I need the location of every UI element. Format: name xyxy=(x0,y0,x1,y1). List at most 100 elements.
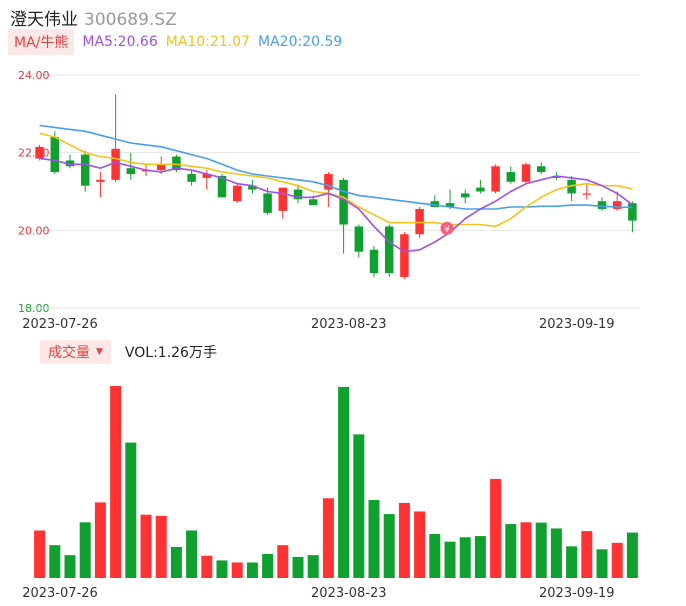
ma10-label: MA10:21.07 xyxy=(165,34,251,50)
candle-body xyxy=(491,166,500,192)
candle-body xyxy=(582,193,592,195)
ma10-line xyxy=(39,132,633,228)
volume-bar xyxy=(368,500,380,578)
stock-code: 300689.SZ xyxy=(84,10,177,30)
candle-body xyxy=(50,137,60,173)
candle-body xyxy=(415,208,424,235)
candle-body xyxy=(476,187,485,192)
candle-body xyxy=(445,203,455,208)
candle-body xyxy=(111,148,120,180)
volume-bar xyxy=(596,549,608,578)
candle-body xyxy=(324,174,333,190)
volume-bar xyxy=(79,522,91,578)
volume-bar xyxy=(201,555,213,578)
candle-body xyxy=(612,201,622,209)
ma5-line xyxy=(39,157,633,253)
volume-bar xyxy=(383,514,395,578)
candle-body xyxy=(339,179,348,225)
candle-body xyxy=(521,164,531,182)
volume-bar xyxy=(398,502,410,578)
volume-bar xyxy=(307,555,319,578)
volume-bar xyxy=(338,386,350,578)
volume-bar xyxy=(64,555,76,578)
candle-body xyxy=(248,185,257,190)
ma20-label: MA20:20.59 xyxy=(258,34,343,50)
volume-legend: 成交量 ▼ VOL:1.26万手 xyxy=(40,340,217,364)
volume-bar xyxy=(505,524,517,578)
volume-bar xyxy=(611,542,623,578)
price-tick-label: 20.00 xyxy=(18,224,50,237)
candle-body xyxy=(35,146,44,159)
volume-indicator-dropdown[interactable]: 成交量 ▼ xyxy=(40,340,111,364)
volume-bar xyxy=(490,478,502,578)
volume-bar xyxy=(94,502,106,578)
candle-body xyxy=(96,179,105,182)
candle-body xyxy=(552,175,561,178)
candle-body xyxy=(536,166,546,173)
candle-body xyxy=(232,185,242,202)
volume-bar xyxy=(429,534,441,578)
price-tick-label: 22.00 xyxy=(18,147,50,160)
volume-bar xyxy=(262,553,274,578)
candle-body xyxy=(278,187,288,211)
signal-marker-glyph: ¥ xyxy=(444,225,450,235)
candle-body xyxy=(597,201,607,209)
ma20-line xyxy=(39,124,633,210)
candle-body xyxy=(202,174,212,178)
caret-down-icon: ▼ xyxy=(96,347,103,357)
ma5-label: MA5:20.66 xyxy=(82,34,158,50)
candle-body xyxy=(430,201,440,208)
candle-body xyxy=(65,160,75,167)
stock-title: 澄天伟业 300689.SZ xyxy=(10,5,177,30)
candle-body xyxy=(156,164,166,171)
volume-indicator-label: 成交量 xyxy=(48,345,90,361)
volume-bar xyxy=(277,545,289,578)
volume-bar xyxy=(216,560,228,578)
volume-date-label: 2023-09-19 xyxy=(539,586,615,601)
candle-body xyxy=(293,189,303,200)
candle-body xyxy=(567,179,576,194)
price-date-label: 2023-07-26 xyxy=(22,317,98,332)
candle-body xyxy=(308,199,318,206)
volume-bar xyxy=(581,531,593,578)
volume-bar xyxy=(231,562,243,578)
candle-body xyxy=(354,226,364,252)
volume-bar xyxy=(353,434,365,578)
ma-bull-bear-button[interactable]: MA/牛熊 xyxy=(8,29,75,55)
volume-bar xyxy=(459,537,471,578)
candle-body xyxy=(384,226,394,274)
ma-legend: MA/牛熊 MA5:20.66 MA10:21.07 MA20:20.59 xyxy=(8,29,350,55)
volume-date-label: 2023-08-23 xyxy=(311,586,387,601)
volume-bar xyxy=(110,386,122,578)
candle-body xyxy=(80,154,90,186)
volume-bar xyxy=(550,528,562,578)
volume-value: VOL:1.26万手 xyxy=(124,345,217,361)
candle-body xyxy=(172,156,181,171)
volume-bar xyxy=(474,536,486,578)
volume-bar xyxy=(520,522,532,578)
volume-bar xyxy=(322,498,334,578)
candle-body xyxy=(506,172,516,182)
volume-bar xyxy=(140,514,152,578)
price-tick-label: 24.00 xyxy=(18,69,50,82)
volume-bar xyxy=(566,546,578,578)
volume-bar xyxy=(535,522,547,578)
volume-bar xyxy=(246,562,258,578)
candle-body xyxy=(628,203,637,221)
volume-bar xyxy=(444,541,456,578)
volume-bar xyxy=(414,511,426,578)
volume-date-label: 2023-07-26 xyxy=(22,586,98,601)
candle-body xyxy=(400,234,409,277)
candle-body xyxy=(263,193,272,213)
candle-body xyxy=(217,175,227,198)
volume-bar xyxy=(125,442,137,578)
price-date-label: 2023-08-23 xyxy=(311,317,387,332)
volume-bar xyxy=(626,532,638,578)
signal-marker-icon xyxy=(440,221,454,235)
stock-name: 澄天伟业 xyxy=(10,10,78,30)
candle-body xyxy=(126,168,136,175)
candle-body xyxy=(369,249,379,274)
volume-bar xyxy=(186,530,198,578)
volume-bar xyxy=(292,556,304,578)
